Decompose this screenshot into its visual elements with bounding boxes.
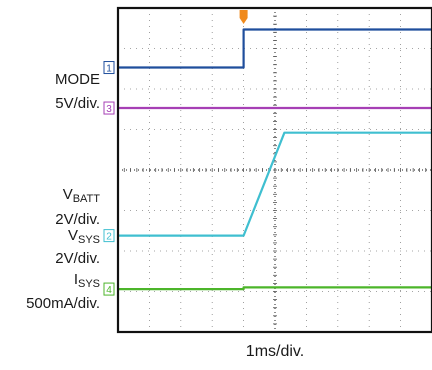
channel-marker-3: 3 bbox=[103, 101, 115, 115]
isys-label-main: I bbox=[73, 271, 78, 288]
channel-marker-2: 2 bbox=[103, 229, 115, 243]
channel-marker-text-2: 2 bbox=[106, 232, 112, 243]
vsys-channel-label: VSYS bbox=[4, 228, 100, 248]
vsys-label-sub: SYS bbox=[77, 234, 100, 246]
trace-ch4 bbox=[118, 286, 432, 291]
vbatt-label-sub: BATT bbox=[72, 193, 100, 205]
plot-border bbox=[116, 6, 432, 334]
channel-marker-box-2 bbox=[103, 229, 115, 243]
channel-marker-4: 4 bbox=[103, 282, 115, 296]
vsys-scale: 2V/div. bbox=[55, 250, 100, 267]
mode-label: MODE bbox=[55, 71, 100, 88]
mode-channel-label: MODE bbox=[4, 72, 100, 87]
mode-scale-label: 5V/div. bbox=[4, 96, 100, 111]
isys-label-sub: SYS bbox=[77, 278, 100, 290]
channel-marker-text-3: 3 bbox=[106, 104, 112, 115]
mode-scale: 5V/div. bbox=[55, 95, 100, 112]
isys-channel-label: ISYS bbox=[4, 272, 100, 292]
trace-ch2 bbox=[118, 131, 432, 237]
trace-ch1 bbox=[118, 28, 432, 69]
isys-scale-label: 500mA/div. bbox=[0, 296, 100, 311]
trigger-marker bbox=[239, 10, 248, 24]
isys-scale: 500mA/div. bbox=[26, 295, 100, 312]
channel-marker-box-1 bbox=[103, 61, 115, 75]
vsys-scale-label: 2V/div. bbox=[4, 251, 100, 266]
channel-marker-1: 1 bbox=[103, 61, 115, 75]
channel-marker-box-3 bbox=[103, 101, 115, 115]
x-axis-label: 1ms/div. bbox=[245, 343, 305, 360]
vbatt-scale-label: 2V/div. bbox=[4, 212, 100, 227]
vbatt-channel-label: VBATT bbox=[4, 187, 100, 207]
channel-marker-text-4: 4 bbox=[106, 285, 112, 296]
vbatt-label-main: V bbox=[62, 186, 73, 203]
vsys-label-main: V bbox=[67, 227, 78, 244]
vbatt-scale: 2V/div. bbox=[55, 211, 100, 228]
channel-marker-box-4 bbox=[103, 282, 115, 296]
channel-marker-text-1: 1 bbox=[106, 64, 112, 75]
